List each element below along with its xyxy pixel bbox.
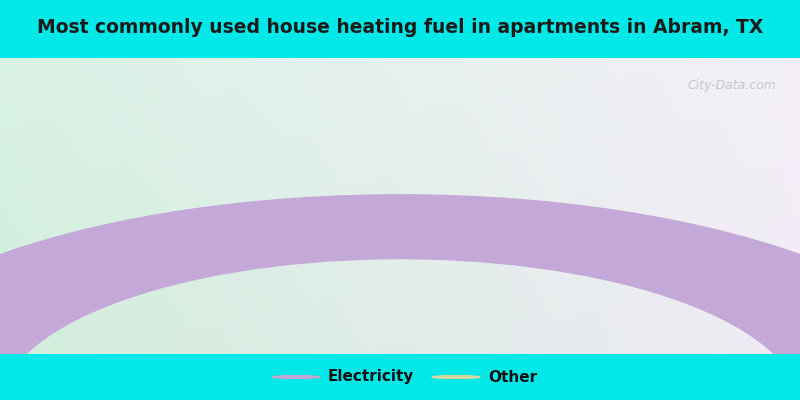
Circle shape [272, 376, 320, 378]
Text: Other: Other [488, 370, 537, 384]
Text: City-Data.com: City-Data.com [687, 79, 776, 92]
Text: Most commonly used house heating fuel in apartments in Abram, TX: Most commonly used house heating fuel in… [37, 18, 763, 37]
Text: Electricity: Electricity [328, 370, 414, 384]
Circle shape [432, 376, 480, 378]
Wedge shape [0, 194, 800, 400]
Wedge shape [798, 390, 800, 400]
